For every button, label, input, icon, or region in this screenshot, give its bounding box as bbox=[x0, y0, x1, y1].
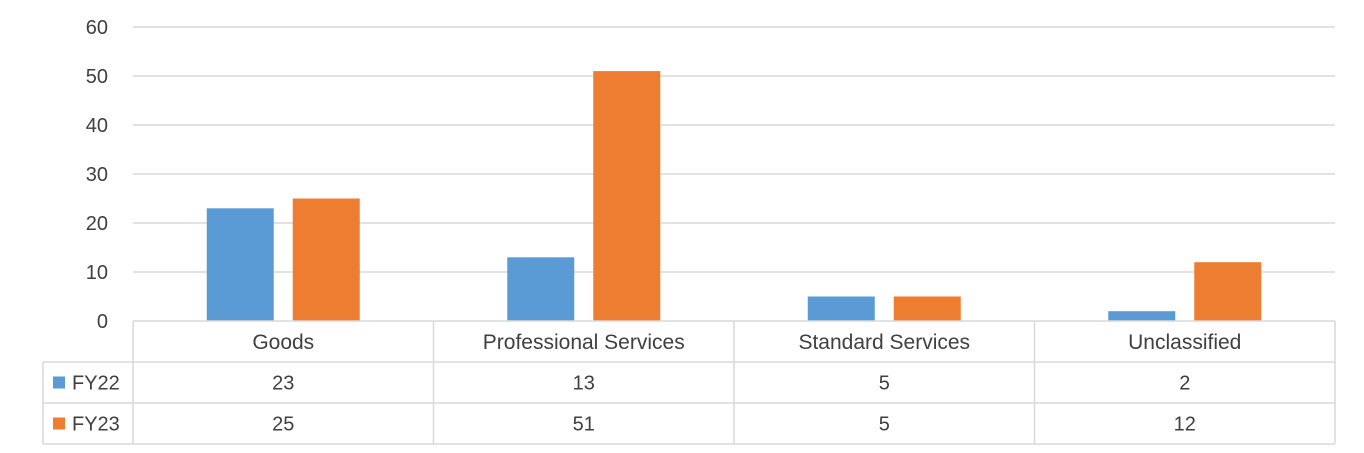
legend-label-fy23: FY23 bbox=[72, 414, 120, 436]
category-label: Unclassified bbox=[1128, 331, 1241, 354]
bars bbox=[206, 71, 1262, 321]
table-cell-value: 12 bbox=[1174, 414, 1196, 436]
bar-fy22-0 bbox=[206, 208, 274, 321]
y-tick-label: 50 bbox=[86, 66, 108, 88]
category-label: Goods bbox=[252, 331, 314, 354]
table-cell-value: 2 bbox=[1179, 373, 1190, 395]
y-tick-label: 10 bbox=[86, 262, 108, 284]
bar-fy23-0 bbox=[292, 198, 360, 321]
bar-fy22-2 bbox=[807, 296, 875, 321]
y-tick-label: 0 bbox=[97, 311, 108, 333]
bar-fy23-3 bbox=[1194, 262, 1262, 321]
y-tick-label: 40 bbox=[86, 115, 108, 137]
data-table: Goods Professional Services Standard Servi… bbox=[42, 320, 1336, 445]
bar-fy23-2 bbox=[893, 296, 961, 321]
y-tick-label: 20 bbox=[86, 213, 108, 235]
y-axis-tick-labels: 0 10 20 30 40 50 60 bbox=[86, 17, 108, 333]
legend-label-fy22: FY22 bbox=[72, 373, 120, 395]
bar-fy23-1 bbox=[593, 71, 661, 321]
category-label: Standard Services bbox=[798, 331, 970, 354]
table-cell-value: 25 bbox=[272, 414, 294, 436]
bar-fy22-1 bbox=[507, 257, 575, 321]
legend-swatch-fy22 bbox=[53, 376, 65, 389]
table-cell-value: 13 bbox=[573, 373, 595, 395]
category-label: Professional Services bbox=[483, 331, 685, 354]
table-cell-value: 51 bbox=[573, 414, 595, 436]
table-cell-value: 5 bbox=[879, 373, 890, 395]
y-tick-label: 60 bbox=[86, 17, 108, 39]
table-cell-value: 5 bbox=[879, 414, 890, 436]
table-cell-value: 23 bbox=[272, 373, 294, 395]
bar-fy22-3 bbox=[1108, 311, 1176, 321]
legend-swatch-fy23 bbox=[53, 417, 65, 430]
y-tick-label: 30 bbox=[86, 164, 108, 186]
